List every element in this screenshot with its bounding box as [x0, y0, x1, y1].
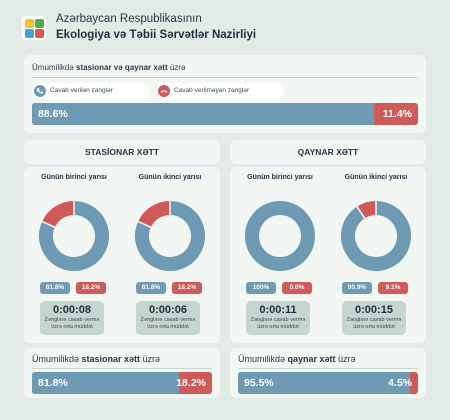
hotline-first-unanswered: 0.0% — [282, 282, 312, 294]
phone-unanswered-icon — [158, 85, 170, 97]
donut-slice-answered — [245, 201, 315, 271]
stationary-second-time: 0:00:06 Zənglərə cavab vermə üzrə orta m… — [136, 301, 200, 335]
bottom-hotline-bar-answered — [238, 372, 410, 394]
divider — [32, 368, 212, 369]
hotline-second-answered: 90.9% — [342, 282, 372, 294]
stationary-first-unanswered: 18.2% — [76, 282, 106, 294]
hotline-first-donut — [245, 201, 315, 271]
overall-unanswered-value: 11.4% — [382, 108, 412, 120]
hotline-title-card: QAYNAR XƏTT — [230, 140, 426, 164]
hotline-second-unanswered: 9.1% — [378, 282, 408, 294]
divider — [238, 368, 418, 369]
bottom-stationary-bar: 81.8% 18.2% — [32, 372, 212, 394]
stationary-first-donut — [39, 200, 109, 271]
bottom-hotline-bar: 95.5% 4.5% — [238, 372, 418, 394]
hotline-first-answered: 100% — [246, 282, 276, 294]
donut-separator — [40, 220, 57, 229]
overall-card: Ümumilikdə stasionar və qaynar xətt üzrə… — [24, 55, 426, 133]
bottom-stationary-label: Ümumilikdə stasionar xətt üzrə — [32, 354, 161, 364]
overall-label: Ümumilikdə stasionar və qaynar xətt üzrə — [32, 63, 186, 72]
title-line-2: Ekologiya və Təbii Sərvətlər Nazirliyi — [56, 29, 257, 41]
stationary-first-answered: 81.8% — [40, 282, 70, 294]
hotline-second-time: 0:00:15 Zənglərə cavab vermə üzrə orta m… — [342, 301, 406, 335]
legend-answered: Cavab verilən zənglər — [32, 83, 150, 99]
bottom-stationary-bar-answered — [32, 372, 180, 394]
hotline-first-label: Günün birinci yarısı — [247, 174, 313, 181]
bottom-hotline-answered-value: 95.5% — [244, 377, 274, 389]
bottom-hotline-card: Ümumilikdə qaynar xətt üzrə 95.5% 4.5% — [230, 348, 426, 398]
stationary-title-card: STASİONAR XƏTT — [24, 140, 220, 164]
stationary-second-answered: 81.8% — [136, 282, 166, 294]
bottom-stationary-card: Ümumilikdə stasionar xətt üzrə 81.8% 18.… — [24, 348, 220, 398]
hotline-second-label: Günün ikinci yarısı — [344, 174, 408, 181]
bottom-stationary-answered-value: 81.8% — [38, 377, 68, 389]
stationary-second-label: Günün ikinci yarısı — [138, 174, 202, 181]
hotline-card: Günün birinci yarısı Günün ikinci yarısı… — [230, 167, 426, 343]
overall-answered-value: 88.6% — [38, 108, 68, 120]
overall-bar-answered — [32, 103, 374, 125]
overall-bar: 88.6% 11.4% — [32, 103, 418, 125]
bottom-hotline-label: Ümumilikdə qaynar xətt üzrə — [238, 354, 356, 364]
hotline-title: QAYNAR XƏTT — [297, 147, 359, 157]
stationary-first-label: Günün birinci yarısı — [41, 174, 107, 181]
stationary-second-unanswered: 18.2% — [172, 282, 202, 294]
hotline-first-time: 0:00:11 Zənglərə cavab vermə üzrə orta m… — [246, 301, 310, 335]
ministry-logo-icon — [22, 16, 46, 40]
divider — [32, 77, 418, 78]
phone-answered-icon — [34, 85, 46, 97]
donut-separator — [136, 220, 153, 229]
bottom-stationary-unanswered-value: 18.2% — [176, 377, 206, 389]
donut-separator — [355, 205, 366, 220]
title-line-1: Azərbaycan Respublikasının — [56, 13, 202, 25]
stationary-card: Günün birinci yarısı Günün ikinci yarısı… — [24, 167, 220, 343]
bottom-hotline-unanswered-value: 4.5% — [388, 377, 412, 389]
stationary-title: STASİONAR XƏTT — [84, 147, 159, 157]
legend-unanswered: Cavab verilməyən zənglər — [156, 83, 284, 99]
stationary-first-time: 0:00:08 Zənglərə cavab vermə üzrə orta m… — [40, 301, 104, 335]
stationary-second-donut — [135, 200, 205, 271]
header: Azərbaycan Respublikasının Ekologiya və … — [22, 12, 432, 46]
hotline-second-donut — [341, 200, 411, 271]
